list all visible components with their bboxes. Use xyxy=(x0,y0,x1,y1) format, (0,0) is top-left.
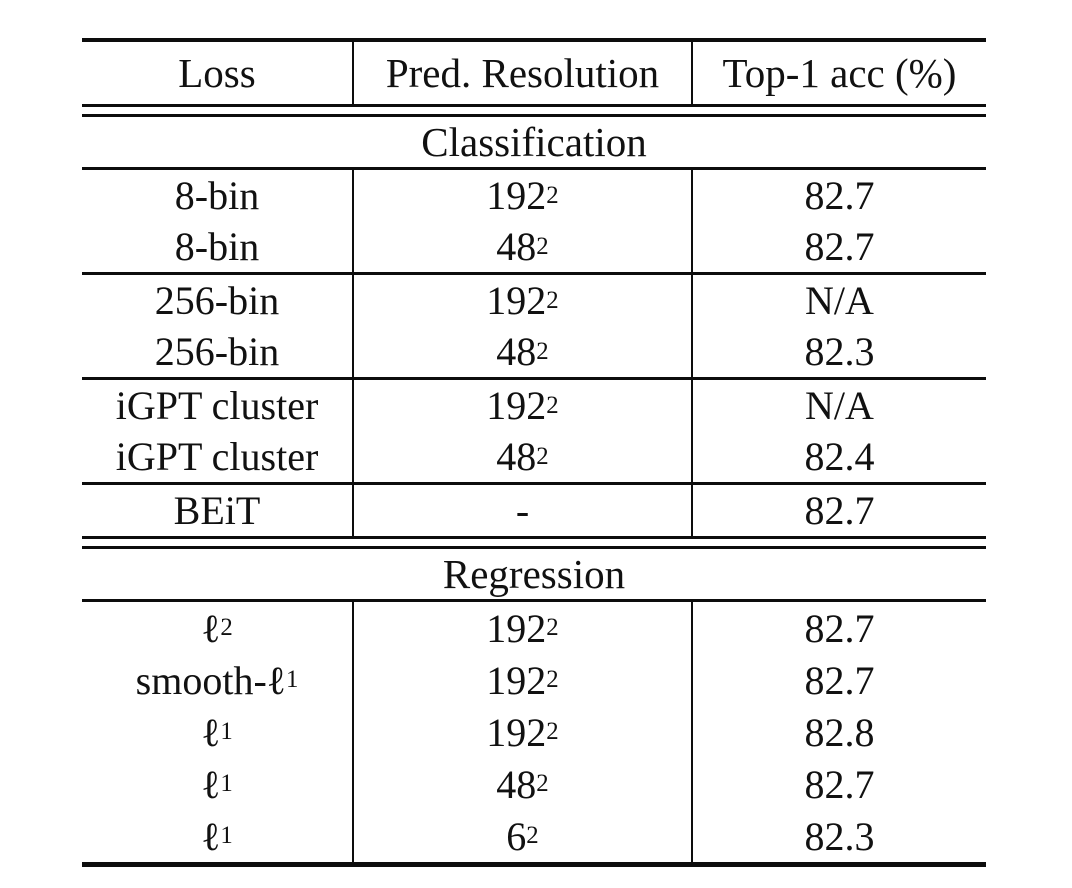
cell-resolution: 192 2 xyxy=(352,170,693,221)
cell-loss: 256-bin xyxy=(154,329,280,374)
cell-loss: smooth-ℓ 1 xyxy=(135,657,299,703)
col-header-accuracy: Top-1 acc (%) xyxy=(722,50,957,96)
cell-accuracy: N/A xyxy=(805,383,874,428)
cell-accuracy: 82.7 xyxy=(804,173,875,218)
table-row: 256-bin 192 2 N/A xyxy=(82,275,986,326)
group-rule xyxy=(82,272,986,275)
table-top-rule xyxy=(82,38,986,42)
results-table: Loss Pred. Resolution Top-1 acc (%) Clas… xyxy=(82,38,986,867)
section-title-regression: Regression xyxy=(442,551,626,597)
cell-resolution: 192 2 xyxy=(352,275,693,326)
cell-resolution: 48 2 xyxy=(352,326,693,377)
cell-resolution: 192 2 xyxy=(352,380,693,431)
cell-resolution: 192 2 xyxy=(352,654,693,706)
cell-accuracy: 82.3 xyxy=(804,329,875,374)
cell-accuracy: N/A xyxy=(805,278,874,323)
col-header-loss: Loss xyxy=(178,50,256,96)
table-row: 8-bin 192 2 82.7 xyxy=(82,170,986,221)
section-title-classification: Classification xyxy=(421,119,647,165)
cell-loss: 8-bin xyxy=(174,173,260,218)
cell-resolution: - xyxy=(352,485,693,536)
cell-resolution: 48 2 xyxy=(352,221,693,272)
cell-loss: 8-bin xyxy=(174,224,260,269)
table-row: 8-bin 48 2 82.7 xyxy=(82,221,986,272)
cell-loss: iGPT cluster xyxy=(115,383,319,428)
header-double-rule xyxy=(82,104,986,117)
cell-resolution: 48 2 xyxy=(352,758,693,810)
cell-accuracy: 82.7 xyxy=(804,224,875,269)
cell-accuracy: 82.3 xyxy=(804,813,875,859)
group-rule xyxy=(82,482,986,485)
cell-loss: iGPT cluster xyxy=(115,434,319,479)
col-header-resolution: Pred. Resolution xyxy=(352,42,693,104)
cell-loss: 256-bin xyxy=(154,278,280,323)
section-rule xyxy=(82,167,986,170)
table-row: iGPT cluster 48 2 82.4 xyxy=(82,431,986,482)
cell-accuracy: 82.7 xyxy=(804,488,875,533)
section-double-rule xyxy=(82,536,986,549)
section-rule xyxy=(82,599,986,602)
table-row: BEiT - 82.7 xyxy=(82,485,986,536)
group-rule xyxy=(82,377,986,380)
cell-accuracy: 82.7 xyxy=(804,761,875,807)
cell-resolution: 48 2 xyxy=(352,431,693,482)
table-bottom-rule xyxy=(82,862,986,867)
table-header-row: Loss Pred. Resolution Top-1 acc (%) xyxy=(82,42,986,104)
cell-accuracy: 82.7 xyxy=(804,657,875,703)
table-row: smooth-ℓ 1 192 2 82.7 xyxy=(82,654,986,706)
cell-accuracy: 82.4 xyxy=(804,434,875,479)
cell-accuracy: 82.8 xyxy=(804,709,875,755)
table-row: iGPT cluster 192 2 N/A xyxy=(82,380,986,431)
table-row: 256-bin 48 2 82.3 xyxy=(82,326,986,377)
cell-resolution: 192 2 xyxy=(352,602,693,654)
cell-accuracy: 82.7 xyxy=(804,605,875,651)
cell-resolution: 192 2 xyxy=(352,706,693,758)
cell-loss: BEiT xyxy=(173,488,261,533)
